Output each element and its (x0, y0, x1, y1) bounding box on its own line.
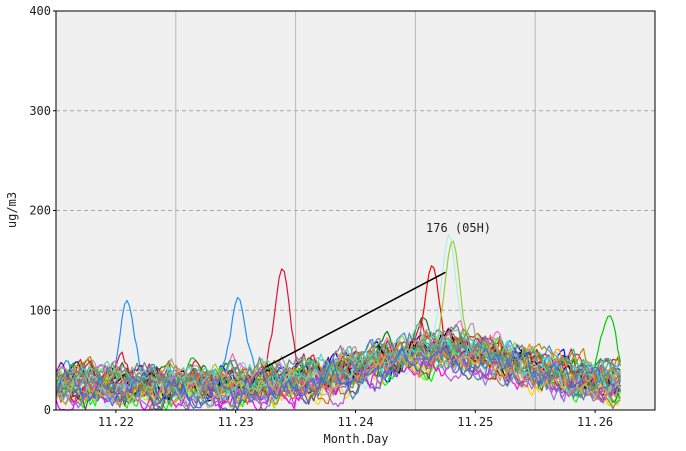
y-tick-label: 300 (29, 104, 51, 118)
series-line (55, 341, 621, 411)
trend-line (265, 271, 446, 368)
x-axis-title: Month.Day (323, 432, 388, 446)
axes-layer: 0 100 200 300 400 11.22 11.23 11.24 11.25 11.26 (29, 4, 613, 429)
peak-annotation: 176 (05H) (426, 221, 491, 235)
series-line (55, 337, 621, 409)
grid-lines (56, 11, 655, 410)
plot-area (56, 11, 655, 410)
y-tick-label: 0 (44, 403, 51, 417)
x-tick-label: 11.24 (337, 415, 373, 429)
y-tick-label: 200 (29, 204, 51, 218)
series-line (55, 341, 621, 411)
y-axis-title: ug/m3 (5, 192, 19, 228)
series-line (55, 324, 621, 393)
series-layer (55, 234, 621, 411)
x-tick-label: 11.22 (98, 415, 134, 429)
series-line (55, 346, 621, 411)
series-line (55, 265, 621, 405)
series-line (55, 347, 621, 411)
y-tick-label: 100 (29, 303, 51, 317)
x-tick-label: 11.26 (577, 415, 613, 429)
x-tick-label: 11.25 (457, 415, 493, 429)
series-line (55, 345, 621, 405)
x-tick-label: 11.23 (218, 415, 254, 429)
y-tick-label: 400 (29, 4, 51, 18)
